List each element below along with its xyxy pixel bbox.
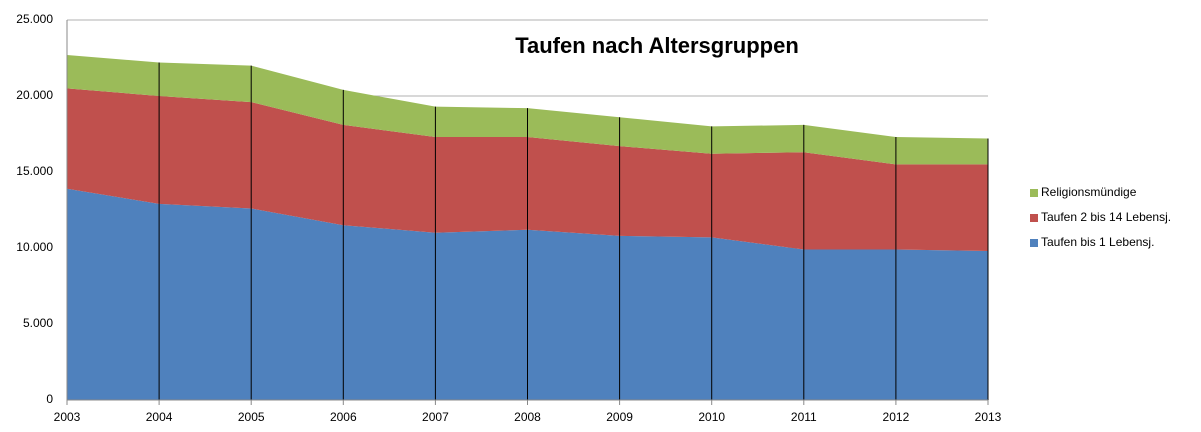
legend-label: Taufen bis 1 Lebensj. <box>1041 235 1154 249</box>
x-tick-label: 2004 <box>146 410 173 424</box>
y-tick-label: 15.000 <box>16 164 53 178</box>
x-tick-label: 2012 <box>883 410 910 424</box>
y-tick-label: 0 <box>46 392 53 406</box>
x-tick-label: 2010 <box>698 410 725 424</box>
legend-label: Religionsmündige <box>1041 185 1137 199</box>
x-tick-label: 2009 <box>606 410 633 424</box>
x-tick-label: 2007 <box>422 410 449 424</box>
y-tick-label: 5.000 <box>23 316 53 330</box>
legend-label: Taufen 2 bis 14 Lebensj. <box>1041 210 1171 224</box>
y-tick-label: 20.000 <box>16 88 53 102</box>
x-tick-label: 2003 <box>54 410 81 424</box>
legend-swatch <box>1030 214 1038 222</box>
legend-swatch <box>1030 189 1038 197</box>
legend-swatch <box>1030 239 1038 247</box>
overlay: 0 5.000 10.000 15.000 20.000 25.000 2003 2004 20… <box>16 12 1171 424</box>
x-tick-label: 2011 <box>791 410 817 424</box>
x-tick-label: 2006 <box>330 410 357 424</box>
y-tick-label: 25.000 <box>16 12 53 26</box>
chart-title: Taufen nach Altersgruppen <box>515 33 799 58</box>
x-tick-label: 2005 <box>238 410 265 424</box>
y-tick-label: 10.000 <box>16 240 53 254</box>
x-tick-label: 2008 <box>514 410 541 424</box>
x-tick-label: 2013 <box>975 410 1002 424</box>
